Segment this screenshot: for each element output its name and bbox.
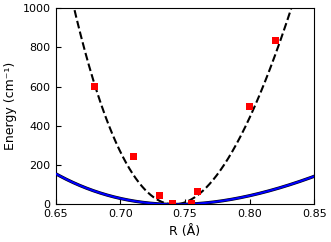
Point [189,202,194,205]
Y-axis label: Energy (cm⁻¹): Energy (cm⁻¹) [4,62,17,151]
Point [247,104,253,108]
Point [169,202,175,205]
Point [157,194,162,197]
Point [131,154,136,158]
Point [195,190,201,194]
Point [273,39,278,43]
X-axis label: R (Å): R (Å) [169,225,201,238]
Point [92,85,97,89]
